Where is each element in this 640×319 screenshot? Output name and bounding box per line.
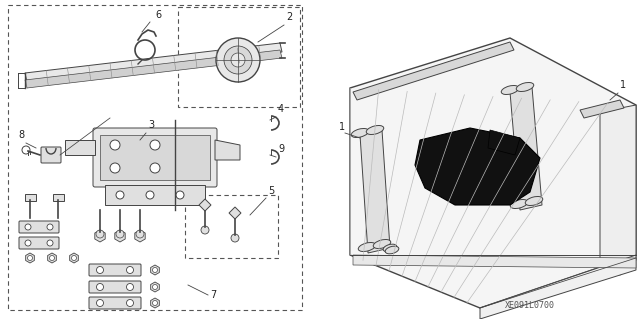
Circle shape xyxy=(201,226,209,234)
Ellipse shape xyxy=(351,129,369,137)
Circle shape xyxy=(110,163,120,173)
Polygon shape xyxy=(350,38,636,308)
Circle shape xyxy=(216,38,260,82)
Circle shape xyxy=(116,230,124,238)
Circle shape xyxy=(146,191,154,199)
Circle shape xyxy=(72,256,77,261)
Polygon shape xyxy=(215,140,240,160)
Circle shape xyxy=(47,240,53,246)
FancyBboxPatch shape xyxy=(89,281,141,293)
Circle shape xyxy=(110,140,120,150)
Polygon shape xyxy=(360,130,390,253)
Polygon shape xyxy=(480,255,636,319)
Circle shape xyxy=(97,266,104,273)
Circle shape xyxy=(28,256,33,261)
Bar xyxy=(8,5,302,310)
Polygon shape xyxy=(488,130,520,155)
FancyBboxPatch shape xyxy=(89,297,141,309)
FancyBboxPatch shape xyxy=(89,264,141,276)
Ellipse shape xyxy=(383,244,397,252)
Circle shape xyxy=(152,300,157,306)
Polygon shape xyxy=(25,50,282,88)
Ellipse shape xyxy=(373,240,391,249)
Circle shape xyxy=(152,268,157,272)
Polygon shape xyxy=(600,105,636,275)
Circle shape xyxy=(176,191,184,199)
Text: 6: 6 xyxy=(155,10,161,20)
Text: XE091L0700: XE091L0700 xyxy=(505,300,555,309)
Circle shape xyxy=(127,300,134,307)
Ellipse shape xyxy=(385,246,399,254)
Polygon shape xyxy=(580,100,624,118)
Circle shape xyxy=(136,230,144,238)
Text: 1: 1 xyxy=(339,122,345,132)
Circle shape xyxy=(231,53,245,67)
Bar xyxy=(178,7,300,107)
Text: 5: 5 xyxy=(268,186,275,196)
Circle shape xyxy=(97,284,104,291)
Polygon shape xyxy=(353,255,636,268)
Text: 2: 2 xyxy=(286,12,292,22)
Circle shape xyxy=(49,256,54,261)
Circle shape xyxy=(25,240,31,246)
Circle shape xyxy=(231,234,239,242)
Polygon shape xyxy=(353,42,514,100)
Polygon shape xyxy=(105,185,205,205)
Text: 7: 7 xyxy=(210,290,216,300)
Polygon shape xyxy=(510,87,542,210)
Polygon shape xyxy=(65,140,95,155)
Text: 3: 3 xyxy=(148,120,154,130)
Polygon shape xyxy=(415,128,540,205)
Circle shape xyxy=(150,163,160,173)
Ellipse shape xyxy=(516,83,534,92)
FancyBboxPatch shape xyxy=(24,194,35,201)
Circle shape xyxy=(152,285,157,290)
Text: 9: 9 xyxy=(278,144,284,154)
FancyBboxPatch shape xyxy=(19,221,59,233)
Polygon shape xyxy=(199,199,211,211)
Text: 8: 8 xyxy=(18,130,24,140)
Ellipse shape xyxy=(501,85,519,94)
Ellipse shape xyxy=(366,125,384,135)
Circle shape xyxy=(127,284,134,291)
Circle shape xyxy=(224,46,252,74)
Circle shape xyxy=(127,266,134,273)
Bar xyxy=(100,135,210,180)
Text: 1: 1 xyxy=(620,80,626,90)
Circle shape xyxy=(47,224,53,230)
FancyBboxPatch shape xyxy=(93,128,217,187)
Circle shape xyxy=(25,224,31,230)
Polygon shape xyxy=(229,207,241,219)
Circle shape xyxy=(96,230,104,238)
Ellipse shape xyxy=(358,242,376,251)
FancyBboxPatch shape xyxy=(52,194,63,201)
Circle shape xyxy=(97,300,104,307)
FancyBboxPatch shape xyxy=(41,147,61,163)
Circle shape xyxy=(150,140,160,150)
Circle shape xyxy=(116,191,124,199)
Text: 4: 4 xyxy=(278,104,284,114)
Bar xyxy=(185,195,278,258)
FancyBboxPatch shape xyxy=(19,237,59,249)
Ellipse shape xyxy=(525,197,543,205)
Polygon shape xyxy=(25,43,282,82)
Ellipse shape xyxy=(510,199,528,209)
